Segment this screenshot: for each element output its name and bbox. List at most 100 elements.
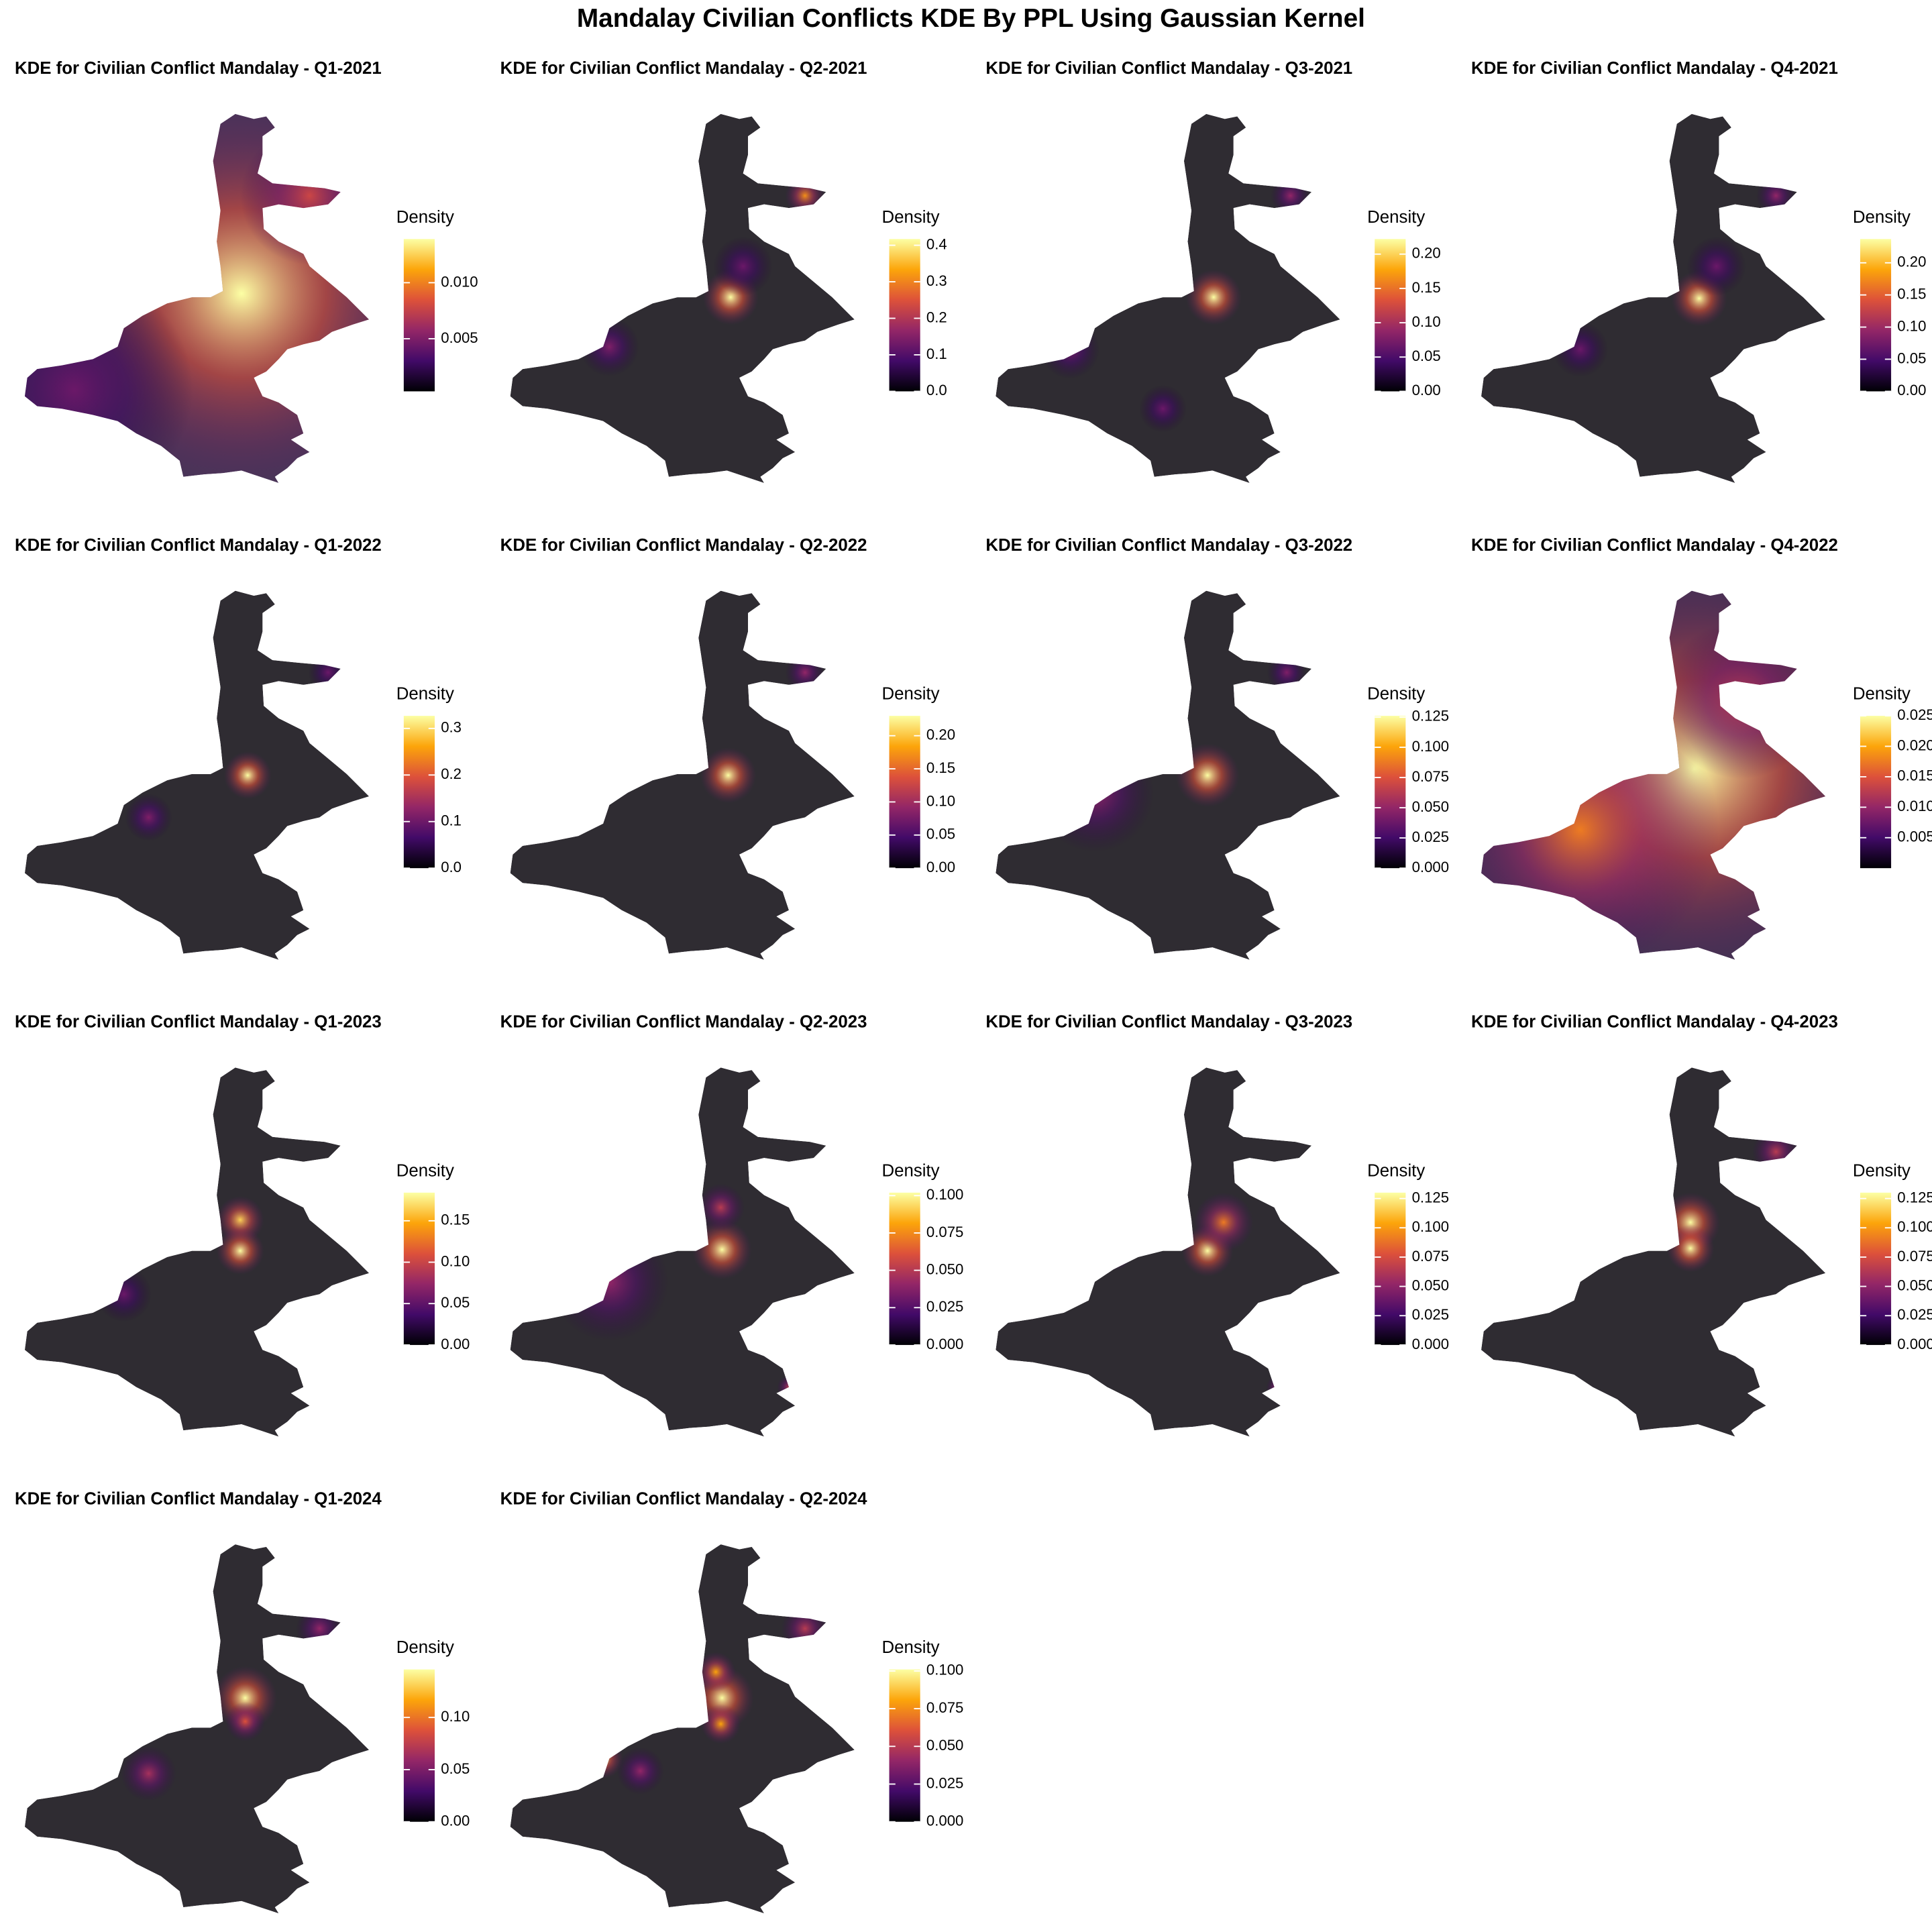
colorbar-tick-label: 0.0 [441,859,462,875]
density-hotspot [696,1652,736,1692]
colorbar [403,239,435,392]
panel-title: KDE for Civilian Conflict Mandalay - Q2-… [500,536,867,555]
panel-title: KDE for Civilian Conflict Mandalay - Q1-… [15,59,382,78]
panel: KDE for Civilian Conflict Mandalay - Q2-… [500,1490,963,1914]
density-hotspot [697,1183,745,1232]
panel: KDE for Civilian Conflict Mandalay - Q1-… [15,536,462,960]
colorbar-tick-label: 0.05 [1897,350,1926,366]
colorbar-tick-label: 0.10 [1412,313,1441,330]
panel-title: KDE for Civilian Conflict Mandalay - Q3-… [985,536,1352,555]
density-hotspot [713,236,773,297]
colorbar-tick-label: 0.3 [926,272,947,289]
colorbar [889,716,920,869]
colorbar-tick-label: 0.015 [1897,767,1932,784]
panel-title: KDE for Civilian Conflict Mandalay - Q1-… [15,536,382,555]
region-shape [996,590,1340,960]
colorbar-tick-label: 0.00 [441,1336,470,1352]
colorbar-tick-label: 0.075 [1897,1248,1932,1265]
colorbar-tick-label: 0.10 [926,792,955,809]
legend-title: Density [1853,685,1911,704]
colorbar-tick-label: 0.025 [1897,1306,1932,1323]
colorbar-tick-label: 0.000 [926,1813,963,1829]
colorbar-tick-label: 0.05 [1412,347,1441,364]
colorbar-tick-label: 0.2 [926,309,947,325]
colorbar-tick-label: 0.20 [1897,254,1926,270]
panel: KDE for Civilian Conflict Mandalay - Q2-… [500,536,955,960]
colorbar [889,1669,920,1822]
colorbar-tick-label: 0.100 [926,1186,963,1203]
colorbar-tick-label: 0.050 [926,1737,963,1754]
colorbar-tick-label: 0.020 [1897,737,1932,753]
panel-title: KDE for Civilian Conflict Mandalay - Q4-… [1471,536,1838,555]
colorbar-tick-label: 0.10 [1897,317,1926,334]
panel: KDE for Civilian Conflict Mandalay - Q4-… [1471,59,1926,483]
colorbar-tick-label: 0.050 [926,1260,963,1277]
colorbar-tick-label: 0.100 [1412,738,1449,755]
colorbar-tick-label: 0.025 [1412,1306,1449,1323]
density-hotspot [225,1701,266,1741]
density-hotspot [616,1747,664,1795]
density-hotspot [700,747,756,804]
colorbar-tick-label: 0.20 [926,727,955,743]
colorbar-tick-label: 0.05 [926,826,955,843]
colorbar-tick-label: 0.125 [1412,1189,1449,1205]
colorbar-tick-label: 0.125 [1412,708,1449,724]
density-hotspot [1193,1192,1254,1252]
density-map [510,113,855,483]
colorbar-tick-label: 0.000 [1412,859,1449,875]
colorbar-tick-label: 0.10 [441,1252,470,1269]
colorbar-tick-label: 0.100 [1412,1218,1449,1235]
legend-title: Density [1367,685,1425,704]
legend-title: Density [881,1161,939,1180]
colorbar-tick-label: 0.0 [926,382,947,398]
colorbar-tick-label: 0.10 [441,1708,470,1725]
colorbar-tick-label: 0.000 [926,1336,963,1352]
colorbar-tick-label: 0.025 [926,1298,963,1315]
colorbar [889,1192,920,1345]
panel-title: KDE for Civilian Conflict Mandalay - Q4-… [1471,1013,1838,1032]
legend-title: Density [881,685,939,704]
density-hotspot [1686,236,1747,297]
panel-title: KDE for Civilian Conflict Mandalay - Q3-… [985,59,1352,78]
colorbar [1860,1192,1892,1345]
panel-title: KDE for Civilian Conflict Mandalay - Q2-… [500,59,867,78]
colorbar-tick-label: 0.025 [926,1774,963,1791]
region-shape [24,1067,370,1437]
region-shape [1481,113,1826,483]
panel: KDE for Civilian Conflict Mandalay - Q4-… [1471,1013,1932,1437]
region-shape [510,590,855,960]
panel-title: KDE for Civilian Conflict Mandalay - Q2-… [500,1490,867,1509]
colorbar-tick-label: 0.010 [1897,798,1932,814]
colorbar-tick-label: 0.125 [1897,1189,1932,1205]
colorbar-tick-label: 0.075 [926,1224,963,1240]
colorbar-tick-label: 0.05 [441,1760,470,1777]
colorbar-tick-label: 0.075 [1412,1248,1449,1265]
colorbar-tick-label: 0.15 [926,759,955,776]
colorbar-tick-label: 0.00 [1412,382,1441,398]
colorbar-tick-label: 0.05 [441,1294,470,1311]
colorbar [1375,239,1406,392]
colorbar [403,716,435,869]
colorbar-tick-label: 0.050 [1897,1277,1932,1293]
region-shape [24,590,370,960]
legend-title: Density [1853,1161,1911,1180]
colorbar [1860,239,1892,392]
colorbar-tick-label: 0.050 [1412,798,1449,815]
density-hotspot [1666,1224,1715,1273]
legend-title: Density [396,1638,454,1657]
colorbar [1860,716,1892,869]
colorbar [1375,1192,1406,1345]
region-shape [510,1067,855,1437]
density-hotspot [700,1704,741,1744]
colorbar-tick-label: 0.050 [1412,1277,1449,1293]
density-hotspot [216,1227,264,1275]
density-hotspot [1139,384,1187,433]
figure-title: Mandalay Civilian Conflicts KDE By PPL U… [577,4,1365,33]
colorbar-tick-label: 0.075 [1412,768,1449,785]
panel-title: KDE for Civilian Conflict Mandalay - Q3-… [985,1013,1352,1032]
colorbar-tick-label: 0.20 [1412,245,1441,262]
legend-title: Density [396,1161,454,1180]
colorbar-tick-label: 0.005 [441,329,478,346]
colorbar-tick-label: 0.00 [441,1813,470,1829]
